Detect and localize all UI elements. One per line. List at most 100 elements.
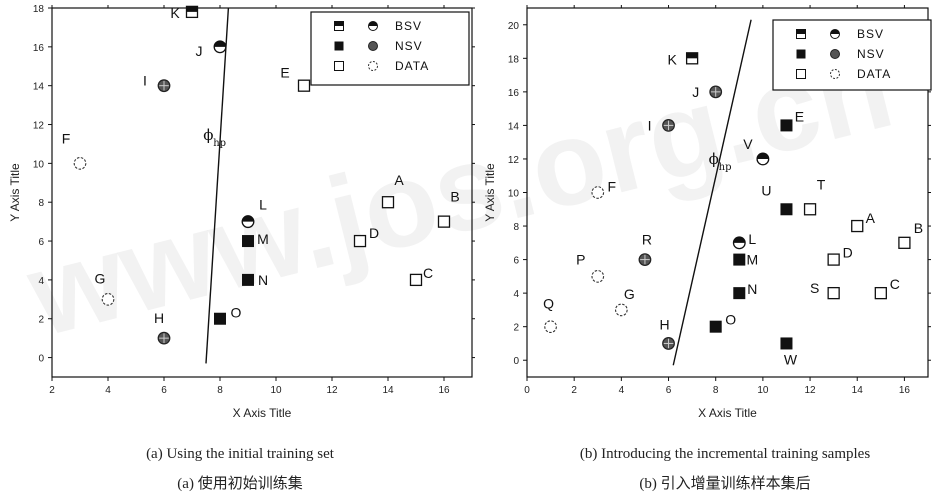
x-tick-label: 16 [899, 385, 911, 396]
legend-circle-data [368, 61, 378, 71]
point-label: K [170, 5, 180, 21]
point-l: L [241, 197, 267, 229]
point-o: O [709, 312, 736, 333]
point-label: N [258, 272, 268, 288]
caption-a-english: (a) Using the initial training set [146, 446, 334, 462]
point-label: E [795, 108, 804, 124]
square-marker-data [898, 236, 911, 249]
point-e: E [780, 108, 804, 132]
circle-marker-data [544, 320, 557, 334]
y-axis-title: Y Axis Title [8, 163, 22, 222]
legend-circle-nsv [368, 41, 378, 51]
square-marker-data [827, 286, 840, 300]
circle-marker-bsv-fill [757, 153, 769, 159]
legend-label: DATA [395, 59, 429, 73]
x-tick-label: 4 [105, 385, 111, 396]
y-tick-label: 0 [38, 354, 44, 365]
point-label: C [890, 276, 900, 292]
y-tick-label: 10 [508, 189, 520, 200]
point-label: H [659, 316, 669, 332]
point-label: F [62, 130, 71, 146]
point-label: P [576, 251, 585, 267]
y-tick-label: 8 [38, 198, 44, 209]
point-label: V [743, 136, 753, 152]
separating-hyperplane-line [205, 7, 230, 364]
point-h: H [659, 316, 675, 350]
point-label: B [914, 220, 923, 236]
circle-marker-bsv-fill [214, 41, 226, 47]
caption-b-english: (b) Introducing the incremental training… [579, 446, 871, 462]
point-label: E [280, 65, 289, 81]
point-label: B [450, 189, 459, 205]
square-marker-data [803, 203, 817, 216]
caption-a-chinese: (a) 使用初始训练集 [177, 476, 303, 492]
point-t: T [803, 176, 826, 216]
point-label: N [747, 281, 757, 297]
square-marker-data [381, 196, 395, 209]
x-tick-label: 10 [270, 385, 282, 396]
x-tick-label: 0 [524, 385, 530, 396]
point-label: O [725, 312, 736, 328]
chart-panel-a: 2 4 6 8 10 12 14 16 0 2 4 6 8 10 12 14 16 18 X Axis Title Y… [8, 4, 475, 420]
y-tick-label: 14 [508, 121, 520, 132]
legend-circle-data [830, 69, 840, 79]
x-tick-label: 12 [326, 385, 338, 396]
x-tick-label: 2 [49, 385, 55, 396]
separating-hyperplane-line [672, 19, 752, 366]
y-tick-label: 6 [38, 237, 44, 248]
x-tick-label: 16 [438, 385, 450, 396]
point-label: J [692, 84, 699, 100]
point-o: O [214, 305, 242, 325]
point-label: K [667, 51, 677, 67]
point-label: A [866, 210, 876, 226]
point-u: U [761, 182, 793, 216]
point-label: J [196, 43, 203, 59]
legend-label: BSV [857, 27, 884, 41]
legend-square-nsv [796, 49, 806, 59]
hyperplane-label: ϕ [709, 150, 719, 168]
square-marker-nsv [709, 320, 722, 333]
point-label: G [624, 286, 635, 302]
square-marker-data [437, 215, 451, 228]
hyperplane-label: ϕ [203, 126, 213, 144]
point-w: W [780, 337, 798, 367]
point-q: Q [543, 296, 557, 334]
point-label: A [394, 172, 404, 188]
square-marker-bsv-fill [686, 52, 698, 59]
point-k: K [170, 5, 199, 21]
circle-marker-data [101, 292, 115, 306]
point-label: S [810, 280, 819, 296]
x-axis-title: X Axis Title [233, 406, 292, 420]
legend-circle-bsv-fill [368, 21, 378, 26]
y-tick-label: 2 [38, 315, 44, 326]
legend-square-nsv [334, 41, 344, 51]
chart-panel-b: 0 2 4 6 8 10 12 14 16 0 2 4 6 8 10 12 14 16 18 20 X Axis Tit… [483, 5, 932, 420]
y-tick-label: 12 [508, 155, 520, 166]
point-n: N [733, 281, 757, 300]
point-b: B [437, 189, 460, 228]
point-label: D [843, 245, 853, 261]
circle-marker-bsv-fill [242, 215, 254, 222]
point-k: K [667, 51, 699, 67]
y-tick-label: 10 [33, 159, 45, 170]
x-tick-label: 8 [713, 385, 719, 396]
hyperplane-label-subscript: hp [213, 138, 226, 149]
square-marker-data [874, 286, 887, 300]
point-m: M [242, 231, 269, 248]
point-label: D [369, 225, 379, 241]
point-j: J [196, 40, 227, 59]
point-c: C [874, 276, 900, 300]
point-label: L [748, 231, 756, 247]
point-d: D [353, 225, 379, 248]
square-marker-nsv [780, 119, 793, 132]
point-s: S [810, 280, 840, 300]
legend-square-data [796, 69, 806, 79]
y-tick-label: 16 [508, 88, 520, 99]
point-v: V [743, 136, 770, 166]
x-tick-label: 6 [161, 385, 167, 396]
y-tick-label: 14 [33, 82, 45, 93]
point-c: C [409, 265, 433, 287]
square-marker-data [827, 253, 840, 266]
point-label: T [817, 176, 826, 192]
